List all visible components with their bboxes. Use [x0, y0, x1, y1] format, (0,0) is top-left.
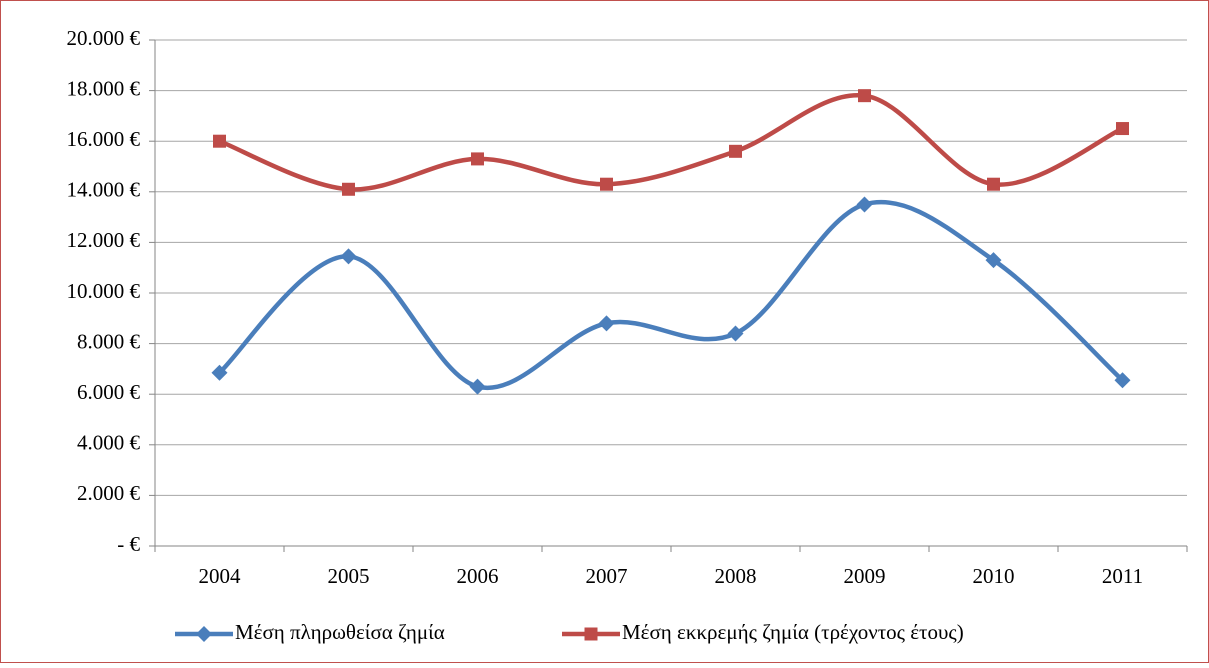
- x-tick-label: 2010: [973, 564, 1015, 588]
- marker: [598, 315, 615, 332]
- marker: [727, 325, 744, 342]
- x-tick-label: 2005: [328, 564, 370, 588]
- x-tick-label: 2006: [457, 564, 499, 588]
- x-tick-label: 2004: [199, 564, 242, 588]
- marker: [469, 378, 486, 395]
- y-tick-label: 18.000 €: [67, 76, 141, 100]
- legend-label: Μέση πληρωθείσα ζημία: [235, 620, 445, 644]
- marker: [729, 144, 742, 158]
- y-tick-label: 2.000 €: [77, 481, 141, 505]
- legend-label: Μέση εκκρεμής ζημία (τρέχοντος έτους): [622, 620, 964, 644]
- marker: [196, 626, 212, 642]
- marker: [213, 134, 226, 148]
- y-tick-label: 4.000 €: [77, 431, 141, 455]
- y-tick-label: - €: [117, 532, 140, 556]
- series-line: [218, 93, 1124, 192]
- y-tick-label: 6.000 €: [77, 380, 141, 404]
- marker: [987, 177, 1000, 191]
- marker: [584, 627, 598, 641]
- marker: [858, 89, 871, 103]
- marker: [342, 182, 355, 196]
- marker: [471, 152, 484, 166]
- y-tick-label: 12.000 €: [67, 228, 141, 252]
- y-tick-label: 10.000 €: [67, 279, 141, 303]
- x-tick-label: 2008: [715, 564, 757, 588]
- y-tick-label: 16.000 €: [67, 127, 141, 151]
- y-tick-label: 20.000 €: [67, 26, 141, 50]
- marker: [1114, 372, 1131, 389]
- marker: [340, 248, 357, 265]
- series-line: [217, 199, 1125, 391]
- marker: [985, 252, 1002, 269]
- x-tick-label: 2007: [586, 564, 628, 588]
- y-tick-label: 8.000 €: [77, 329, 141, 353]
- marker: [600, 177, 613, 191]
- marker: [856, 196, 873, 213]
- marker: [1116, 122, 1129, 136]
- x-tick-label: 2009: [844, 564, 886, 588]
- x-tick-label: 2011: [1102, 564, 1143, 588]
- y-tick-label: 14.000 €: [67, 178, 141, 202]
- marker: [211, 364, 228, 381]
